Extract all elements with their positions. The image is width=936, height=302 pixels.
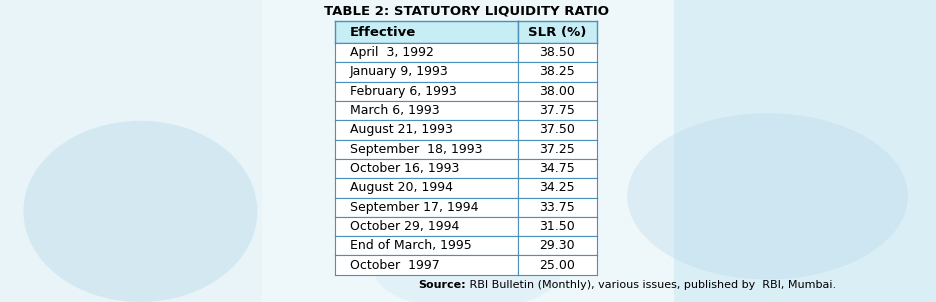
Text: 37.50: 37.50	[539, 123, 576, 137]
Text: 31.50: 31.50	[539, 220, 576, 233]
Text: September 17, 1994: September 17, 1994	[350, 201, 478, 214]
Text: October  1997: October 1997	[350, 259, 439, 272]
Text: Effective: Effective	[350, 25, 416, 39]
Text: September  18, 1993: September 18, 1993	[350, 143, 482, 156]
Text: October 29, 1994: October 29, 1994	[350, 220, 459, 233]
Text: 37.25: 37.25	[539, 143, 576, 156]
Text: Source:: Source:	[418, 280, 466, 291]
Text: 25.00: 25.00	[539, 259, 576, 272]
Text: 29.30: 29.30	[539, 239, 576, 252]
Text: 34.25: 34.25	[539, 181, 576, 194]
Text: August 21, 1993: August 21, 1993	[350, 123, 453, 137]
Bar	[262, 0, 674, 302]
Text: 38.25: 38.25	[539, 65, 576, 79]
Text: End of March, 1995: End of March, 1995	[350, 239, 472, 252]
Text: January 9, 1993: January 9, 1993	[350, 65, 448, 79]
Ellipse shape	[374, 234, 562, 302]
Bar	[0, 0, 262, 302]
Text: October 16, 1993: October 16, 1993	[350, 162, 459, 175]
Text: RBI Bulletin (Monthly), various issues, published by  RBI, Mumbai.: RBI Bulletin (Monthly), various issues, …	[466, 280, 836, 291]
Text: February 6, 1993: February 6, 1993	[350, 85, 457, 98]
Text: 33.75: 33.75	[539, 201, 576, 214]
Text: April  3, 1992: April 3, 1992	[350, 46, 433, 59]
Text: March 6, 1993: March 6, 1993	[350, 104, 439, 117]
Text: August 20, 1994: August 20, 1994	[350, 181, 453, 194]
Text: 37.75: 37.75	[539, 104, 576, 117]
Bar	[674, 0, 936, 302]
Text: SLR (%): SLR (%)	[528, 25, 587, 39]
Ellipse shape	[627, 113, 908, 279]
Text: 38.00: 38.00	[539, 85, 576, 98]
Text: 38.50: 38.50	[539, 46, 576, 59]
Text: TABLE 2: STATUTORY LIQUIDITY RATIO: TABLE 2: STATUTORY LIQUIDITY RATIO	[324, 4, 608, 17]
Ellipse shape	[23, 121, 257, 302]
Text: 34.75: 34.75	[539, 162, 576, 175]
